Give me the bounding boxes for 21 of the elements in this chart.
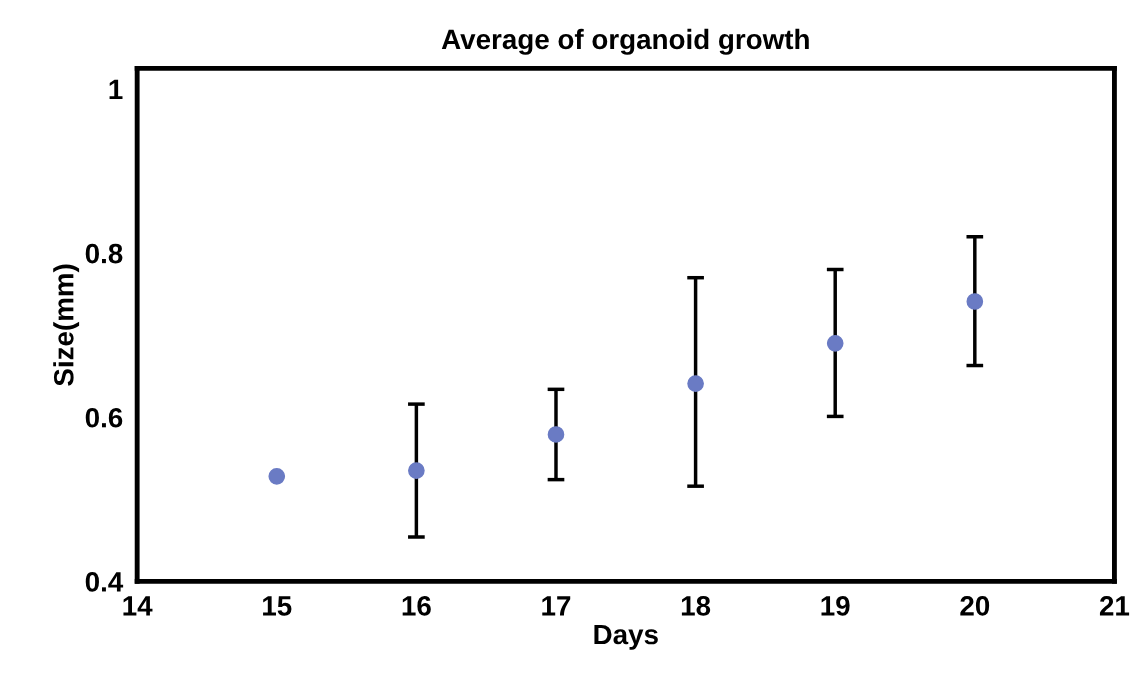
x-tick-label: 21 [1099,596,1130,616]
x-tick-label: 20 [960,596,990,616]
point [826,335,844,352]
point [687,375,704,392]
x-tick-label: 18 [681,596,711,616]
point [268,468,286,485]
chart-title: Average of organoid growth [441,28,809,55]
x-tick-label: 17 [542,596,571,616]
x-axis-title: Days [594,624,658,650]
x-tick-label: 15 [263,596,292,616]
point [966,293,984,310]
y-tick-label: 0.6 [85,407,123,428]
y-axis-title: Size(mm) [53,264,80,386]
y-tick-label: 1 [109,79,123,99]
point [547,426,565,443]
y-tick-label: 0.4 [85,572,124,592]
point [408,462,425,479]
x-tick-label: 14 [123,596,153,616]
x-tick-label: 19 [821,596,850,616]
y-tick-label: 0.8 [85,243,123,264]
x-tick-label: 16 [402,596,431,616]
